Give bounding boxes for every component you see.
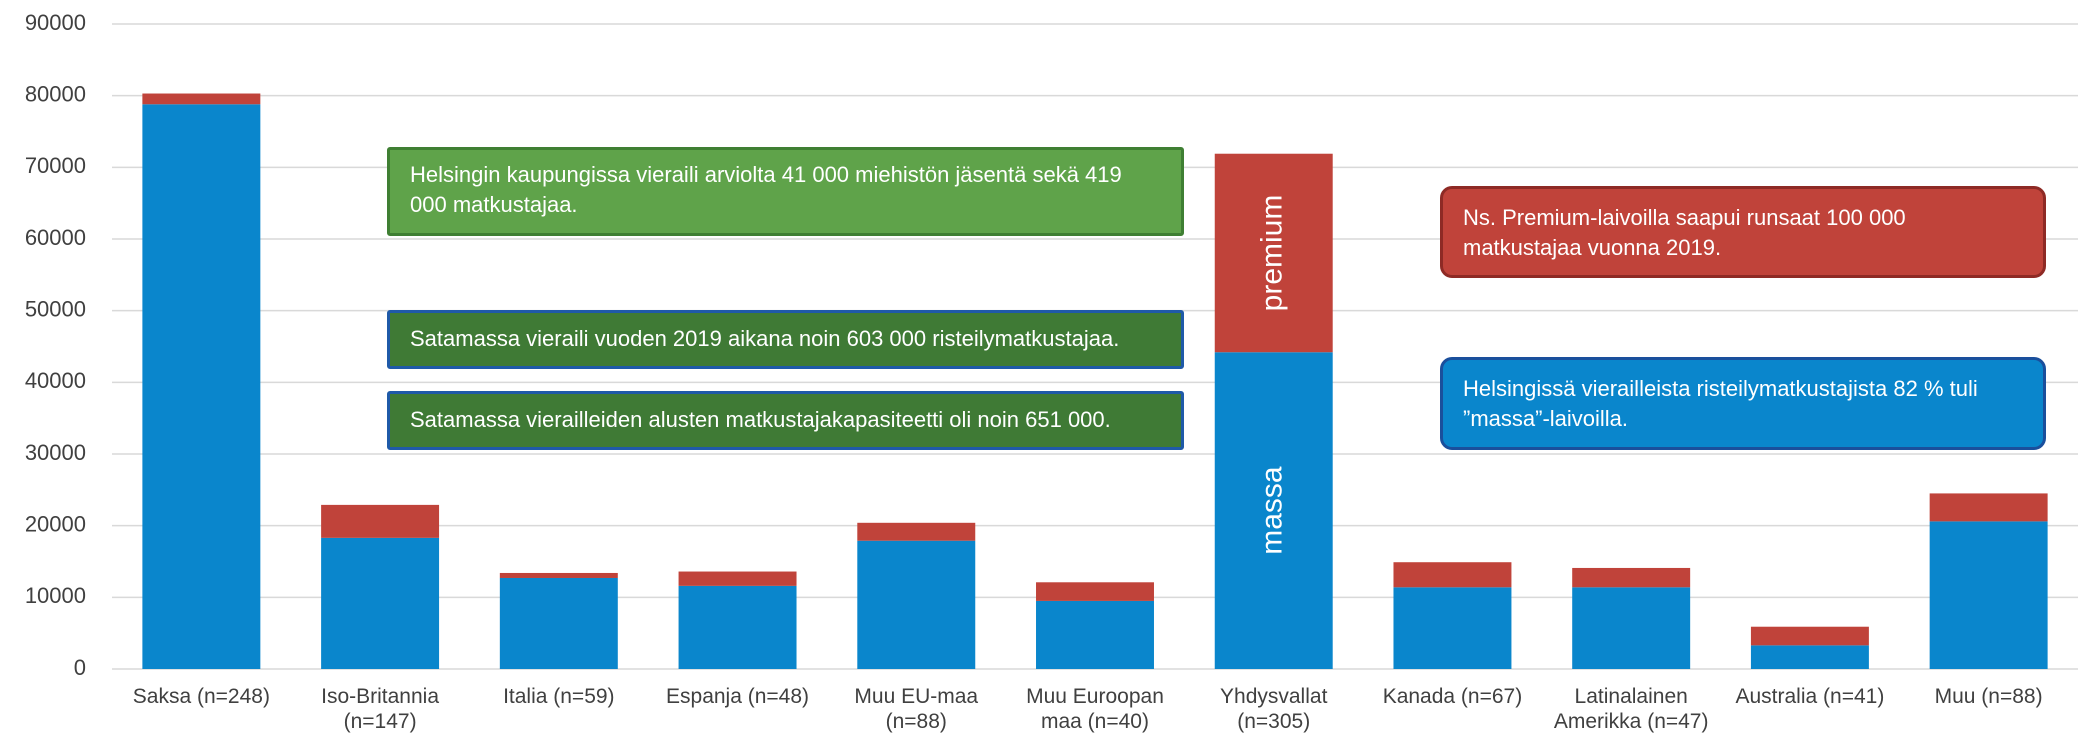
bar-segment (142, 93, 261, 105)
x-tick-label: Espanja (n=48) (666, 685, 810, 708)
annotation: Satamassa vieraili vuoden 2019 aikana no… (387, 310, 1184, 369)
bar-segment (678, 571, 797, 586)
bar-segment (1750, 626, 1869, 646)
bar-segment (1929, 493, 2048, 522)
y-tick-label: 80000 (25, 81, 86, 106)
bar-segment (857, 522, 976, 541)
x-tick-label: Latinalainen Amerikka (n=47) (1553, 685, 1709, 733)
bar-segment (1036, 582, 1154, 601)
bar-segment (1214, 153, 1333, 353)
x-tick-label: Australia (n=41) (1735, 685, 1885, 708)
bar-segment (321, 504, 440, 538)
bar-segment (499, 572, 618, 578)
x-tick-label: Muu EU-maa (n=88) (854, 685, 979, 733)
y-tick-label: 20000 (25, 511, 86, 536)
annotation: Satamassa vierailleiden alusten matkusta… (387, 391, 1184, 450)
x-tick-label: Iso-Britannia (n=147) (321, 685, 440, 733)
annotation: Helsingissä vierailleista risteilymatkus… (1440, 357, 2046, 450)
annotation: Helsingin kaupungissa vieraili arviolta … (387, 147, 1184, 236)
bar-segment (1036, 600, 1154, 669)
bar-segment (1393, 562, 1512, 588)
y-tick-label: 0 (74, 655, 86, 680)
y-tick-label: 70000 (25, 153, 86, 178)
x-tick-label: Muu (n=88) (1934, 685, 2043, 708)
bar-segment (857, 540, 976, 669)
bar-segment (1393, 587, 1512, 669)
y-tick-label: 90000 (25, 10, 86, 35)
x-tick-label: Yhdysvallat (n=305) (1220, 685, 1328, 733)
bar-segment (678, 585, 797, 669)
y-tick-label: 60000 (25, 225, 86, 250)
y-tick-label: 40000 (25, 368, 86, 393)
y-tick-label: 10000 (25, 583, 86, 608)
bar-segment (1929, 521, 2048, 669)
x-tick-label: Saksa (n=248) (132, 685, 270, 708)
bar-segment (499, 577, 618, 669)
bar-segment (1214, 352, 1333, 669)
bar-segment (321, 537, 440, 669)
y-tick-label: 30000 (25, 440, 86, 465)
bar-segment (1572, 567, 1691, 588)
annotation: Ns. Premium-laivoilla saapui runsaat 100… (1440, 186, 2046, 278)
series-label: massa (1256, 466, 1289, 555)
x-tick-label: Italia (n=59) (503, 685, 615, 708)
y-tick-label: 50000 (25, 296, 86, 321)
bar-segment (1750, 645, 1869, 669)
x-tick-label: Muu Euroopan maa (n=40) (1026, 685, 1164, 733)
bar-segment (142, 104, 261, 670)
series-label: premium (1256, 195, 1289, 312)
x-tick-label: Kanada (n=67) (1382, 685, 1523, 708)
bar-segment (1572, 587, 1691, 669)
